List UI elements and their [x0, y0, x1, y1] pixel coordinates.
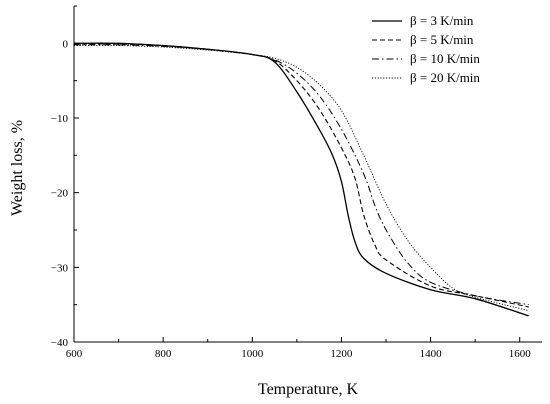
legend-label-2: β = 5 K/min — [410, 32, 474, 47]
legend-label-3: β = 10 K/min — [410, 51, 480, 66]
x-tick-label: 1400 — [420, 348, 443, 360]
series-lines — [73, 42, 529, 317]
x-tick-label: 1600 — [509, 348, 532, 360]
y-tick-label: 0 — [63, 38, 69, 50]
y-tick-label: −30 — [51, 262, 69, 274]
plot-axes — [73, 6, 542, 343]
legend-label-4: β = 20 K/min — [410, 70, 480, 85]
series-line-4 — [73, 45, 529, 312]
y-tick-label: −40 — [51, 337, 69, 349]
legend-label-1: β = 3 K/min — [410, 13, 474, 28]
x-axis-title: Temperature, K — [258, 381, 359, 398]
y-tick-label: −10 — [51, 113, 69, 125]
series-line-3 — [73, 44, 529, 306]
x-tick-label: 1000 — [241, 348, 264, 360]
x-tick-label: 800 — [155, 348, 172, 360]
y-tick-label: −20 — [51, 188, 69, 200]
legend: β = 3 K/min β = 5 K/min β = 10 K/min β = 20… — [372, 13, 480, 85]
x-axis-ticks: 600 800 1000 1200 1400 1600 — [66, 337, 531, 360]
y-axis-title: Weight loss, % — [9, 120, 26, 216]
x-tick-label: 1200 — [330, 348, 353, 360]
series-line-2 — [73, 43, 529, 308]
x-tick-label: 600 — [66, 348, 83, 360]
y-axis-ticks: 0 −10 −20 −30 −40 — [51, 5, 79, 349]
